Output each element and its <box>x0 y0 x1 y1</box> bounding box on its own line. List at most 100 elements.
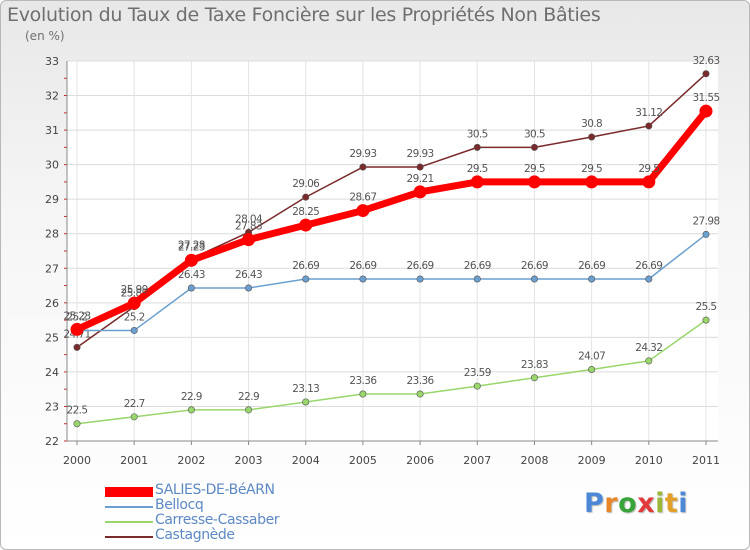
legend-item: Castagnède <box>105 527 405 544</box>
data-point <box>702 316 710 324</box>
data-label: 29.21 <box>407 173 434 185</box>
gridlines <box>67 60 718 442</box>
data-label: 25.2 <box>124 311 145 323</box>
chart-title: Evolution du Taux de Taxe Foncière sur l… <box>7 4 601 26</box>
data-label: 28.67 <box>349 192 376 204</box>
data-label: 23.13 <box>292 383 319 395</box>
series-carresse-cassaber: 22.5 22.7 22.9 22.9 23.13 23.36 23.36 23.59 23.8… <box>67 301 717 428</box>
data-point <box>702 70 710 78</box>
data-point <box>642 175 656 189</box>
data-point <box>245 406 253 414</box>
series-line <box>76 233 707 332</box>
legend-swatch <box>105 515 153 529</box>
data-label: 22.9 <box>238 391 259 403</box>
data-label: 29.06 <box>292 178 320 190</box>
data-label: 23.59 <box>464 367 491 379</box>
data-point <box>302 275 310 283</box>
data-point <box>470 175 484 189</box>
x-tick-label: 2005 <box>349 454 377 467</box>
legend-label: Carresse-Cassaber <box>155 512 280 528</box>
legend-line <box>105 506 153 508</box>
y-tick-label: 29 <box>45 193 59 206</box>
y-tick-label: 26 <box>45 297 59 310</box>
x-tick-label: 2000 <box>63 454 91 467</box>
data-point <box>302 398 310 406</box>
data-label: 24.07 <box>578 350 605 362</box>
data-point <box>585 175 599 189</box>
data-point <box>588 275 596 283</box>
data-point <box>245 284 253 292</box>
legend-swatch <box>105 485 153 499</box>
data-point <box>359 163 367 171</box>
data-label: 26.69 <box>635 260 662 272</box>
data-label: 30.5 <box>467 128 488 140</box>
x-tick-label: 2007 <box>463 454 491 467</box>
legend-item: SALIES-DE-BéARN <box>105 482 405 499</box>
legend-label: Castagnède <box>155 527 235 543</box>
x-tick-label: 2011 <box>692 454 720 467</box>
data-label: 26.69 <box>521 260 548 272</box>
data-point <box>645 275 653 283</box>
data-point <box>416 390 424 398</box>
data-point <box>645 357 653 365</box>
data-label: 29.5 <box>524 163 545 175</box>
data-label: 29.5 <box>581 163 602 175</box>
data-point <box>299 218 313 232</box>
logo-letter: i <box>678 488 689 519</box>
y-tick-label: 30 <box>45 159 59 172</box>
data-label: 27.23 <box>178 241 205 253</box>
data-point <box>473 143 481 151</box>
logo-letter: i <box>655 488 665 519</box>
series-line <box>73 107 710 333</box>
legend-label: SALIES-DE-BéARN <box>155 482 275 498</box>
legend-item: Carresse-Cassaber <box>105 512 405 529</box>
y-tick-label: 22 <box>45 435 59 448</box>
x-tick-label: 2008 <box>520 454 548 467</box>
data-point <box>359 275 367 283</box>
plot-area <box>67 61 718 441</box>
x-tick-label: 2002 <box>177 454 205 467</box>
y-tick-label: 25 <box>45 331 59 344</box>
x-tick-label: 2009 <box>578 454 606 467</box>
legend-line <box>105 521 153 523</box>
data-label: 31.12 <box>635 107 662 119</box>
data-label: 25.99 <box>121 284 148 296</box>
data-label: 26.69 <box>464 260 491 272</box>
data-label: 25.23 <box>63 310 90 322</box>
data-label: 26.43 <box>178 269 205 281</box>
data-label: 24.32 <box>635 342 662 354</box>
data-point <box>473 382 481 390</box>
x-tick-label: 2004 <box>292 454 320 467</box>
data-point <box>530 374 538 382</box>
data-point <box>184 253 198 267</box>
legend-swatch <box>105 500 153 514</box>
data-point <box>699 104 713 118</box>
data-label: 30.8 <box>581 118 602 130</box>
series-salies-de-b-arn: 25.23 25.99 27.23 27.83 28.25 28.67 29.21 29.5 2… <box>63 92 720 336</box>
logo-letter: r <box>604 488 619 519</box>
data-point <box>130 326 138 334</box>
data-point <box>302 193 310 201</box>
chart-subtitle: (en %) <box>25 29 65 43</box>
proxiti-logo: Proxiti <box>584 488 688 519</box>
x-tick-label: 2006 <box>406 454 434 467</box>
y-tick-label: 28 <box>45 228 59 241</box>
data-label: 26.43 <box>235 269 262 281</box>
y-tick-label: 27 <box>45 262 59 275</box>
data-label: 27.83 <box>235 221 262 233</box>
logo-letter: P <box>584 488 605 519</box>
data-point <box>527 175 541 189</box>
legend-line <box>105 487 153 497</box>
data-label: 22.5 <box>67 405 88 417</box>
x-tick-label: 2001 <box>120 454 148 467</box>
data-label: 22.9 <box>181 391 202 403</box>
data-label: 26.69 <box>407 260 434 272</box>
data-label: 26.69 <box>578 260 605 272</box>
data-label: 23.83 <box>521 359 548 371</box>
x-tick-label: 2003 <box>235 454 263 467</box>
y-tick-label: 24 <box>45 366 59 379</box>
data-label: 32.63 <box>692 55 719 67</box>
data-label: 29.5 <box>467 163 488 175</box>
logo-letter: t <box>664 488 679 519</box>
